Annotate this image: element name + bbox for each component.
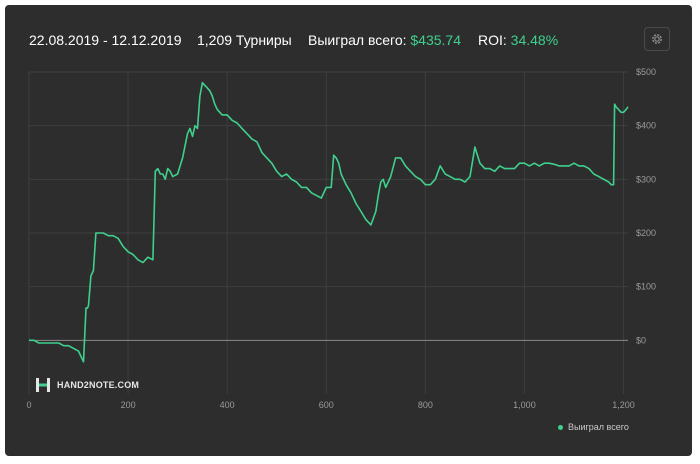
logo-icon bbox=[36, 378, 50, 392]
roi: ROI: 34.48% bbox=[478, 32, 558, 48]
x-tick-label: 1,200 bbox=[612, 400, 635, 410]
settings-button[interactable] bbox=[644, 27, 670, 51]
total-won-label: Выиграл всего: bbox=[308, 32, 407, 48]
x-tick-label: 0 bbox=[26, 400, 31, 410]
gear-icon bbox=[652, 34, 662, 44]
total-won: Выиграл всего: $435.74 bbox=[308, 32, 461, 48]
x-tick-label: 200 bbox=[121, 400, 136, 410]
axes: $500 $400 $300 $200 $100 $0 0 200 400 600 800 1,000… bbox=[26, 67, 656, 410]
y-tick-label: $400 bbox=[636, 121, 656, 131]
x-tick-label: 600 bbox=[319, 400, 334, 410]
summary-header: 22.08.2019 - 12.12.2019 1,209 Турниры Вы… bbox=[5, 5, 692, 63]
date-range: 22.08.2019 - 12.12.2019 bbox=[29, 32, 182, 48]
y-tick-label: $500 bbox=[636, 67, 656, 77]
x-tick-label: 800 bbox=[418, 400, 433, 410]
series-line-total-won bbox=[29, 81, 629, 363]
roi-value: 34.48% bbox=[510, 32, 559, 48]
total-won-value: $435.74 bbox=[410, 32, 461, 48]
hand2note-logo: HAND2NOTE.COM bbox=[35, 377, 139, 393]
y-tick-label: $0 bbox=[636, 335, 646, 345]
y-tick-label: $200 bbox=[636, 228, 656, 238]
y-tick-label: $100 bbox=[636, 282, 656, 292]
x-tick-label: 1,000 bbox=[513, 400, 536, 410]
line-chart: $500 $400 $300 $200 $100 $0 0 200 400 600 800 1,000… bbox=[26, 67, 656, 410]
legend-label: Выиграл всего bbox=[568, 422, 629, 432]
y-tick-label: $300 bbox=[636, 174, 656, 184]
series bbox=[29, 81, 629, 363]
grid bbox=[28, 71, 628, 394]
legend[interactable]: Выиграл всего bbox=[558, 422, 629, 432]
tournament-count: 1,209 Турниры bbox=[197, 32, 292, 48]
roi-label: ROI: bbox=[478, 32, 507, 48]
logo-text: HAND2NOTE.COM bbox=[57, 380, 140, 390]
x-tick-label: 400 bbox=[220, 400, 235, 410]
legend-marker bbox=[558, 424, 563, 430]
chart-panel: 22.08.2019 - 12.12.2019 1,209 Турниры Вы… bbox=[5, 5, 692, 456]
